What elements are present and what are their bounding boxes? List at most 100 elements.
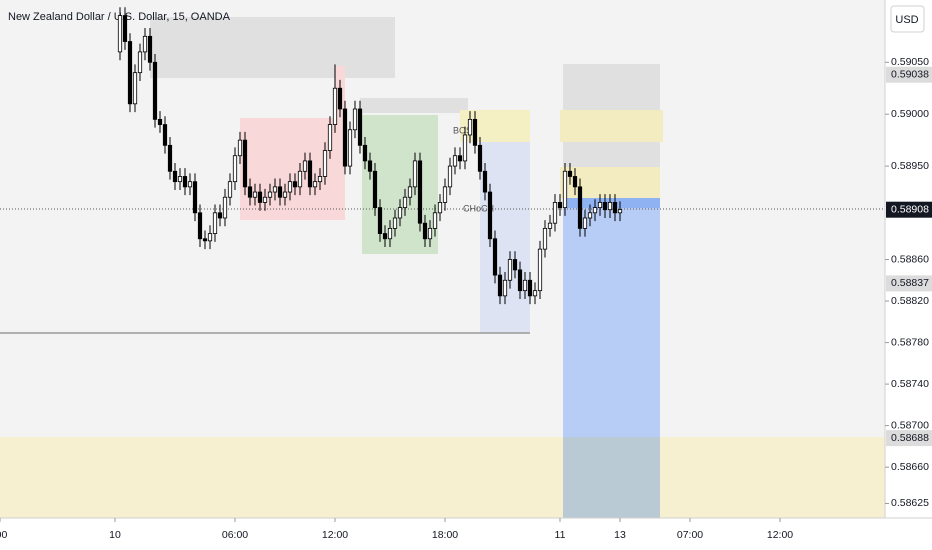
candle-body [267, 191, 273, 198]
candle-body [332, 87, 338, 125]
candle-body [367, 160, 373, 172]
candle-body [372, 170, 378, 209]
candle-body [157, 118, 163, 125]
candle-body [207, 233, 213, 242]
candle-body [527, 279, 533, 297]
candle-body [252, 191, 258, 198]
candle-body [277, 186, 283, 198]
candle-body [257, 191, 263, 203]
candle-body [552, 202, 558, 224]
candle-body [537, 248, 543, 292]
candle-body [282, 191, 288, 198]
candle-body [512, 259, 518, 271]
candle-body [582, 217, 588, 229]
candle-body [117, 15, 123, 53]
currency-button[interactable] [890, 5, 925, 33]
candle-body [152, 61, 158, 120]
candle-body [597, 202, 603, 209]
candle-body [507, 259, 513, 281]
x-tick-label: 10 [109, 529, 121, 541]
candle-body [572, 176, 578, 188]
x-tick-label: 12:00 [767, 529, 793, 541]
candle-body [122, 15, 128, 42]
candle-body [452, 155, 458, 167]
candle-body [337, 87, 343, 110]
candle-body [412, 160, 418, 188]
candle-body [247, 186, 253, 198]
zone [150, 17, 395, 78]
currency[interactable]: USD [895, 14, 918, 26]
y-tick-label: 0.58625 [891, 497, 929, 509]
candle-body [127, 41, 133, 105]
candle-body [522, 279, 528, 292]
candle-body [322, 150, 328, 177]
candle-body [407, 186, 413, 198]
candle-body [437, 202, 443, 214]
x-tick-label: 11 [555, 529, 566, 541]
candle-body [592, 207, 598, 214]
candle-body [602, 202, 608, 211]
candle-body [232, 155, 238, 183]
price-label-bg [886, 201, 932, 218]
candle-body [387, 227, 393, 240]
price-label: 0.58688 [891, 432, 929, 444]
time-axis-bg [0, 518, 932, 550]
y-tick-label: 0.59050 [891, 56, 929, 68]
candle-body [422, 222, 428, 240]
x-tick-label: 13 [614, 529, 626, 541]
candle-body [432, 212, 438, 229]
candle-body [147, 35, 153, 63]
candle-body [487, 191, 493, 240]
candle-body [377, 207, 383, 234]
candle-body [557, 202, 563, 209]
y-tick-label: 0.58780 [891, 336, 929, 348]
candle-body [192, 181, 198, 214]
price-label-bg [886, 430, 932, 447]
candle-body [462, 134, 468, 162]
candle-body [202, 238, 208, 242]
x-tick-label: 07:00 [677, 529, 703, 541]
candle-body [162, 124, 168, 146]
price-label-bg [886, 275, 932, 292]
x-tick-label: 18:00 [432, 529, 458, 541]
candle-body [132, 72, 138, 105]
x-tick-label: 06:00 [222, 529, 248, 541]
y-tick-label: 0.58860 [891, 253, 929, 265]
annotation: CHoCH [463, 203, 494, 213]
candle-body [297, 170, 303, 188]
candle-body [542, 227, 548, 250]
candle-body [177, 176, 183, 183]
candle-body [607, 202, 613, 211]
candle-body [272, 186, 278, 193]
zone [240, 118, 345, 220]
candle-body [327, 124, 333, 151]
y-tick-label: 0.58660 [891, 461, 929, 473]
candle-body [312, 181, 318, 188]
candle-body [137, 51, 143, 74]
candle-body [547, 222, 553, 229]
candle-body [587, 212, 593, 219]
candle-body [567, 170, 573, 177]
zone [563, 198, 660, 437]
candle-body [187, 181, 193, 188]
candle-body [517, 269, 523, 292]
candle-body [142, 35, 148, 53]
candle-body [502, 279, 508, 297]
candle-body [217, 212, 223, 219]
candle-body [417, 160, 423, 224]
candle-body [357, 108, 363, 146]
candle-body [497, 274, 503, 297]
y-tick-label: 0.58820 [891, 295, 929, 307]
zone [563, 437, 660, 518]
y-tick-label: 0.58700 [891, 419, 929, 431]
candle-body [492, 238, 498, 276]
candle-body [532, 290, 538, 297]
x-tick-label: :00 [0, 529, 7, 541]
candle-body [302, 160, 308, 172]
zone [480, 142, 530, 333]
price-label: 0.59038 [891, 69, 929, 81]
candle-body [287, 181, 293, 193]
candle-body [167, 144, 173, 172]
candle-body [352, 108, 358, 131]
